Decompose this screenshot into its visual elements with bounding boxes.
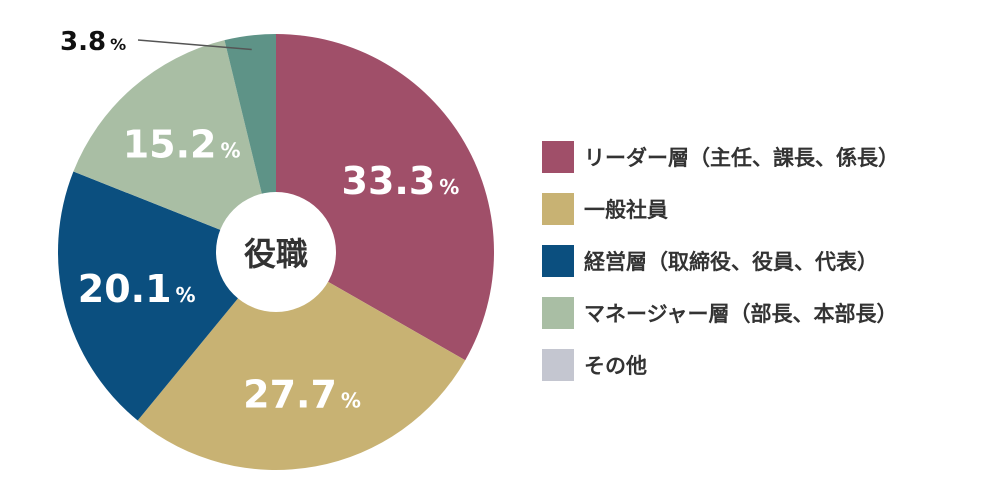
legend-label: その他	[584, 354, 647, 378]
legend-swatch	[542, 297, 574, 329]
legend-swatch	[542, 193, 574, 225]
leader-lines	[137, 39, 252, 51]
data-label-2: 27.7%	[243, 373, 361, 417]
donut-slice-4	[73, 40, 277, 252]
donut-slice-2	[137, 252, 466, 471]
legend-item-3: 経営層（取締役、役員、代表）	[542, 244, 899, 278]
legend-item-4: マネージャー層（部長、本部長）	[542, 296, 899, 330]
data-label-3: 20.1%	[78, 267, 196, 311]
legend-item-1: リーダー層（主任、課長、係長）	[542, 140, 899, 174]
center-label: 役職	[244, 235, 308, 273]
legend-label: 一般社員	[584, 198, 668, 222]
legend-label: 経営層（取締役、役員、代表）	[584, 250, 878, 274]
data-label-4: 15.2%	[123, 122, 241, 166]
donut-hole	[216, 192, 336, 312]
data-label-5: 3.8%	[60, 27, 126, 57]
legend-item-2: 一般社員	[542, 192, 899, 226]
legend-swatch	[542, 245, 574, 277]
legend-label: リーダー層（主任、課長、係長）	[584, 146, 899, 170]
data-labels: 33.3 % 27.7 % 20.1 % 15.2 % 3.8%	[60, 27, 459, 417]
legend-item-5: その他	[542, 348, 899, 382]
legend-swatch	[542, 141, 574, 173]
donut-slice-1	[276, 34, 494, 361]
data-label-1: 33.3%	[342, 159, 460, 203]
leader-line-5	[137, 39, 252, 51]
legend: リーダー層（主任、課長、係長） 一般社員経営層（取締役、役員、代表） マネージャー層…	[542, 140, 899, 400]
donut-slices	[58, 34, 494, 471]
legend-label: マネージャー層（部長、本部長）	[584, 302, 898, 326]
legend-swatch	[542, 349, 574, 381]
